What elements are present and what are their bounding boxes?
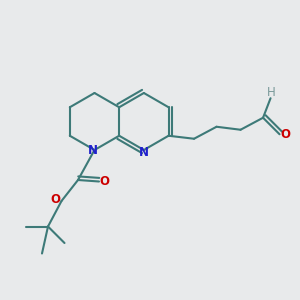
Text: O: O <box>50 193 61 206</box>
Text: O: O <box>280 128 290 141</box>
Text: O: O <box>99 175 110 188</box>
Text: H: H <box>266 86 275 99</box>
Text: N: N <box>139 146 149 160</box>
Text: N: N <box>88 143 98 157</box>
